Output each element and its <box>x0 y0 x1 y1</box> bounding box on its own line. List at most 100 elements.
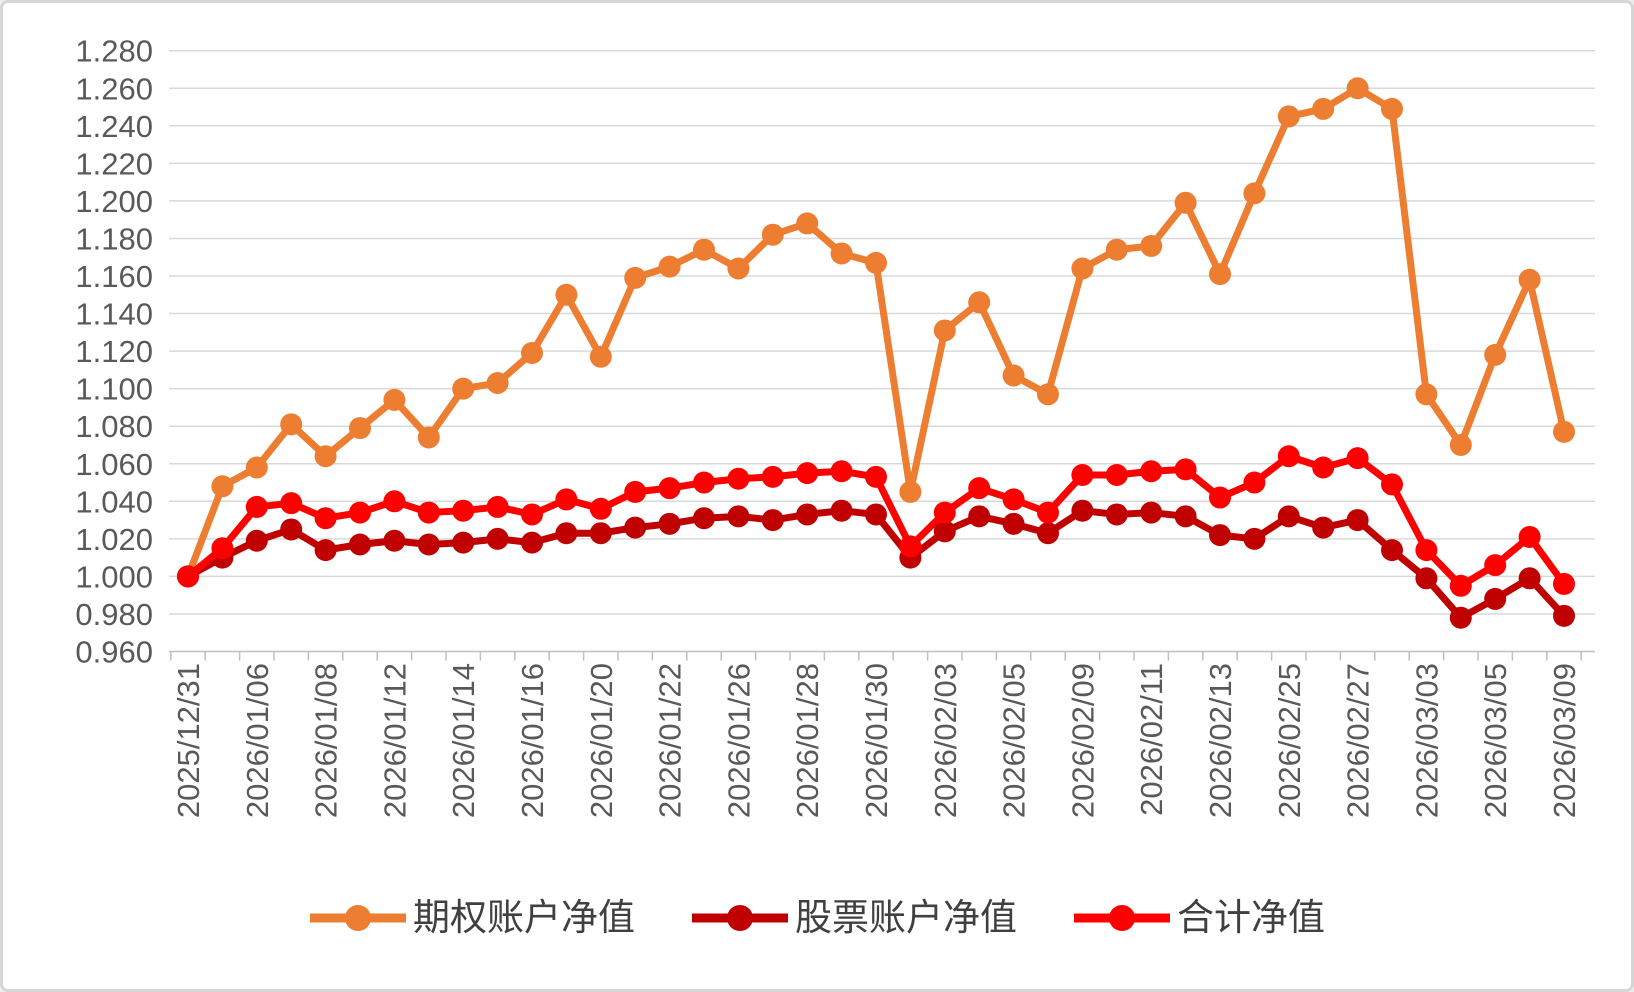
data-point[interactable] <box>1174 505 1197 528</box>
data-point[interactable] <box>1484 554 1507 577</box>
data-point[interactable] <box>589 522 612 545</box>
data-point[interactable] <box>521 503 543 526</box>
data-point[interactable] <box>727 467 750 490</box>
data-point[interactable] <box>796 503 819 526</box>
data-point[interactable] <box>349 417 371 440</box>
data-point[interactable] <box>589 345 612 368</box>
data-point[interactable] <box>1071 464 1094 487</box>
data-point[interactable] <box>1381 473 1403 496</box>
data-point[interactable] <box>383 529 406 552</box>
data-point[interactable] <box>624 516 647 539</box>
data-point[interactable] <box>280 492 303 515</box>
data-point[interactable] <box>1277 445 1300 468</box>
data-point[interactable] <box>761 465 784 488</box>
data-point[interactable] <box>1312 456 1335 479</box>
data-point[interactable] <box>1312 516 1335 539</box>
data-point[interactable] <box>589 497 612 520</box>
data-point[interactable] <box>899 480 922 503</box>
data-point[interactable] <box>933 501 956 524</box>
data-point[interactable] <box>211 475 234 498</box>
data-point[interactable] <box>693 238 715 261</box>
data-point[interactable] <box>1277 505 1300 528</box>
data-point[interactable] <box>865 251 887 274</box>
data-point[interactable] <box>1105 464 1128 487</box>
data-point[interactable] <box>1449 606 1472 629</box>
data-point[interactable] <box>1071 257 1094 280</box>
data-point[interactable] <box>383 388 406 411</box>
data-point[interactable] <box>486 372 509 395</box>
data-point[interactable] <box>1243 527 1266 550</box>
data-point[interactable] <box>177 565 199 588</box>
data-point[interactable] <box>452 531 475 554</box>
data-point[interactable] <box>521 531 543 554</box>
data-point[interactable] <box>349 533 371 556</box>
data-point[interactable] <box>1243 471 1266 494</box>
data-point[interactable] <box>1312 97 1335 120</box>
data-point[interactable] <box>1415 567 1438 590</box>
data-point[interactable] <box>1002 512 1025 535</box>
data-point[interactable] <box>899 535 922 558</box>
data-point[interactable] <box>211 537 234 560</box>
legend-item-options-account[interactable]: 期权账户净值 <box>309 899 635 936</box>
data-point[interactable] <box>1037 501 1059 524</box>
data-point[interactable] <box>830 499 853 522</box>
data-point[interactable] <box>1415 383 1438 406</box>
data-point[interactable] <box>830 242 853 265</box>
data-point[interactable] <box>1174 458 1197 481</box>
data-point[interactable] <box>1553 572 1575 595</box>
data-point[interactable] <box>280 413 303 436</box>
data-point[interactable] <box>1140 501 1163 524</box>
data-point[interactable] <box>624 480 647 503</box>
data-point[interactable] <box>1037 522 1059 545</box>
data-point[interactable] <box>245 529 268 552</box>
data-point[interactable] <box>658 477 681 500</box>
data-point[interactable] <box>1209 486 1231 509</box>
data-point[interactable] <box>1002 488 1025 511</box>
data-point[interactable] <box>1553 604 1575 627</box>
data-point[interactable] <box>796 212 819 235</box>
data-point[interactable] <box>452 377 475 400</box>
data-point[interactable] <box>865 503 887 526</box>
data-point[interactable] <box>314 539 337 562</box>
data-point[interactable] <box>968 477 991 500</box>
data-point[interactable] <box>314 507 337 530</box>
data-point[interactable] <box>1140 234 1163 257</box>
data-point[interactable] <box>933 319 956 342</box>
data-point[interactable] <box>555 283 578 306</box>
data-point[interactable] <box>1037 383 1059 406</box>
data-point[interactable] <box>1381 539 1403 562</box>
data-point[interactable] <box>417 501 440 524</box>
data-point[interactable] <box>1243 182 1266 205</box>
data-point[interactable] <box>865 465 887 488</box>
data-point[interactable] <box>693 507 715 530</box>
data-point[interactable] <box>968 505 991 528</box>
data-point[interactable] <box>1518 525 1541 548</box>
data-point[interactable] <box>1346 77 1369 100</box>
data-point[interactable] <box>1174 191 1197 214</box>
data-point[interactable] <box>1518 268 1541 291</box>
data-point[interactable] <box>658 512 681 535</box>
data-point[interactable] <box>280 518 303 541</box>
data-point[interactable] <box>1518 567 1541 590</box>
data-point[interactable] <box>417 533 440 556</box>
data-point[interactable] <box>1071 499 1094 522</box>
data-point[interactable] <box>1346 447 1369 470</box>
data-point[interactable] <box>555 522 578 545</box>
data-point[interactable] <box>383 490 406 513</box>
data-point[interactable] <box>1105 503 1128 526</box>
data-point[interactable] <box>1484 587 1507 610</box>
data-point[interactable] <box>693 471 715 494</box>
data-point[interactable] <box>349 501 371 524</box>
data-point[interactable] <box>1277 105 1300 128</box>
data-point[interactable] <box>486 527 509 550</box>
data-point[interactable] <box>727 257 750 280</box>
data-point[interactable] <box>452 499 475 522</box>
data-point[interactable] <box>727 505 750 528</box>
data-point[interactable] <box>624 266 647 289</box>
data-point[interactable] <box>1553 420 1575 443</box>
data-point[interactable] <box>245 495 268 518</box>
legend-item-stock-account[interactable]: 股票账户净值 <box>691 899 1017 936</box>
data-point[interactable] <box>1381 97 1403 120</box>
data-point[interactable] <box>1209 524 1231 547</box>
data-point[interactable] <box>1140 460 1163 483</box>
